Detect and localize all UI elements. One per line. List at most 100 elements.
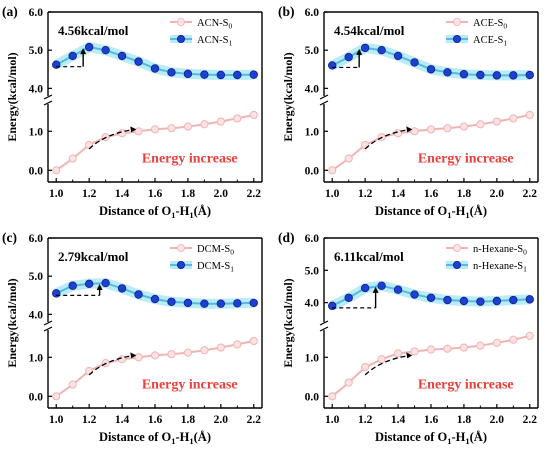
chart-panel-3: 1.0 1.2 1.4 1.6 1.8 2.0 2.2 4.0 5.0 6.0 0.0 1.0 Ener… (2, 230, 263, 446)
legend-entry-subscript: 1 (503, 39, 507, 48)
series-s1-point (216, 70, 226, 80)
series-s1-point (344, 52, 353, 62)
series-s0-point (134, 353, 143, 362)
barrier-label: 6.11kcal/mol (334, 249, 404, 264)
series-s0-point (233, 114, 242, 123)
x-tick-label: 1.8 (457, 188, 472, 200)
x-axis-label-subscript: 1 (171, 210, 175, 220)
series-s1-point (476, 70, 485, 80)
y-tick-label: 5.0 (29, 271, 44, 283)
series-s0-point (492, 117, 501, 126)
legend-entry-name: DCM-S (197, 261, 230, 272)
x-axis-label-subscript: 1 (189, 436, 193, 446)
energy-increase-arrowhead (406, 352, 413, 359)
series-s1-point (150, 64, 160, 73)
series-s0-point (167, 124, 176, 133)
series-s1-point (101, 278, 110, 288)
series-s0-point (183, 348, 193, 357)
legend-entry-subscript: 0 (523, 248, 527, 257)
legend-entry: n-Hexane-S0 (473, 244, 527, 257)
series-s1-point (101, 45, 110, 55)
x-axis-label-part: Distance of O (99, 204, 171, 218)
legend-marker (176, 35, 185, 44)
series-s0-point (344, 154, 353, 163)
legend-entry-subscript: 0 (503, 22, 507, 31)
x-axis-label-part: -H (175, 204, 189, 218)
x-tick-label: 1.2 (358, 414, 373, 426)
x-axis-label-subscript: 1 (189, 210, 193, 220)
y-tick-label: 5.0 (29, 45, 44, 57)
x-tick-label: 1.0 (325, 414, 340, 426)
barrier-arrowhead (356, 48, 363, 55)
series-s0-point (85, 366, 94, 376)
legend-marker (452, 17, 461, 26)
y-tick-label: 0.0 (29, 165, 44, 177)
series-s0-point (328, 166, 337, 175)
x-axis-label-subscript: 1 (447, 210, 451, 220)
energy-increase-label: Energy increase (418, 378, 514, 393)
series-s0-point (233, 340, 242, 349)
series-s1-point (183, 69, 193, 79)
legend-entry-name: n-Hexane-S (473, 244, 523, 255)
x-tick-label: 1.6 (148, 414, 163, 426)
y-tick-label: 6.0 (305, 7, 320, 19)
x-tick-label: 2.0 (490, 188, 505, 200)
x-axis-label: Distance of O1-H1(Å) (99, 430, 211, 446)
x-tick-label: 1.6 (148, 188, 163, 200)
x-axis-label-subscript: 1 (465, 436, 469, 446)
barrier-label: 2.79kcal/mol (58, 249, 129, 264)
series-s1-point (117, 284, 127, 293)
series-s1-point (84, 279, 94, 289)
series-s1-point (393, 285, 403, 294)
series-s1-point (167, 68, 176, 77)
x-tick-label: 1.4 (391, 188, 406, 200)
series-s1-point (443, 295, 452, 305)
y-tick-label: 1.0 (29, 352, 44, 364)
legend-entry-subscript: 1 (230, 265, 234, 274)
barrier-arrowhead (372, 286, 379, 293)
y-tick-label: 4.0 (29, 83, 44, 95)
series-s1-point (200, 299, 209, 308)
series-s0-point (52, 392, 61, 401)
x-axis-label-part: Distance of O (375, 204, 447, 218)
series-s0-point (476, 120, 485, 129)
energy-increase-arrowhead (130, 126, 137, 133)
x-tick-label: 2.2 (247, 188, 262, 200)
legend-entry-subscript: 1 (523, 265, 527, 274)
y-axis-label: Energy(kcal/mol) (5, 278, 19, 367)
x-tick-label: 1.2 (82, 188, 97, 200)
series-s0-point (361, 140, 370, 150)
series-s0-point (443, 124, 452, 133)
legend-entry-name: n-Hexane-S (473, 261, 523, 272)
legend-entry: ACN-S1 (197, 35, 233, 48)
x-tick-label: 1.4 (115, 188, 130, 200)
legend-entry-subscript: 0 (230, 248, 234, 257)
panel-label: (a) (2, 4, 18, 19)
axis-break-mark (319, 94, 329, 100)
legend-entry-subscript: 1 (229, 39, 233, 48)
series-s0-point (216, 343, 225, 352)
x-tick-label: 2.2 (523, 414, 538, 426)
energy-increase-arrow (88, 354, 136, 376)
series-s0-point (410, 127, 419, 136)
x-tick-label: 1.0 (325, 188, 340, 200)
series-s0-point (249, 110, 258, 120)
x-tick-label: 1.8 (181, 188, 196, 200)
series-s0-point (426, 345, 436, 354)
barrier-label: 4.54kcal/mol (334, 23, 405, 38)
y-tick-label: 0.0 (305, 165, 320, 177)
legend-marker (176, 261, 185, 270)
series-s0-point (525, 110, 534, 120)
x-axis-label: Distance of O1-H1(Å) (375, 430, 487, 446)
series-s1-point (216, 299, 226, 308)
series-s0-point (200, 346, 209, 355)
series-s1-point (410, 290, 419, 299)
energy-increase-arrow (88, 128, 136, 150)
x-tick-label: 1.8 (181, 414, 196, 426)
barrier-label: 4.56kcal/mol (58, 23, 129, 38)
legend-entry-subscript: 0 (229, 22, 233, 31)
x-axis-label-part: (Å) (470, 204, 487, 218)
series-s1-point (52, 289, 61, 298)
series-s1-point (117, 51, 127, 61)
